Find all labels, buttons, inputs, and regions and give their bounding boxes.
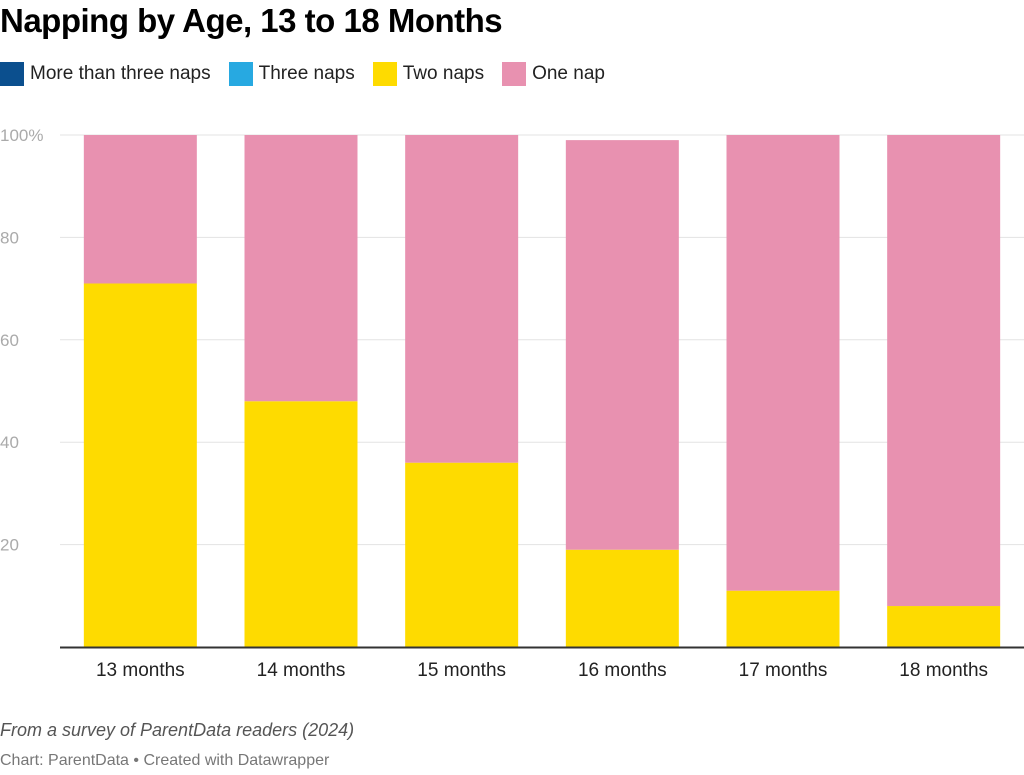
legend-swatch — [372, 62, 397, 86]
y-tick-label: 100% — [0, 126, 43, 145]
y-tick-label: 80 — [0, 228, 19, 247]
legend-label: One nap — [532, 63, 605, 84]
x-tick-label: 16 months — [578, 660, 667, 681]
legend-item: More than three naps — [0, 62, 211, 86]
legend: More than three naps Three naps Two naps On… — [0, 62, 605, 86]
legend-label: Two naps — [402, 63, 485, 84]
y-tick-label: 60 — [0, 331, 19, 350]
chart-title: Napping by Age, 13 to 18 Months — [0, 2, 503, 39]
bar-segment — [565, 140, 679, 550]
bar-segment — [726, 135, 840, 591]
legend-label: More than three naps — [30, 63, 211, 84]
x-tick-label: 13 months — [96, 660, 185, 681]
bar-segment — [244, 401, 358, 647]
chart-credit: Chart: ParentData • Created with Datawra… — [0, 752, 330, 769]
legend-item: One nap — [502, 62, 605, 86]
legend-swatch — [0, 62, 24, 86]
bar-segment — [83, 283, 197, 647]
bar-segment — [405, 135, 519, 463]
bar-segment — [887, 135, 1001, 607]
bar-segment — [565, 549, 679, 647]
x-tick-label: 17 months — [739, 660, 828, 681]
legend-swatch — [502, 62, 527, 86]
legend-item: Two naps — [372, 62, 485, 86]
bar-segment — [405, 462, 519, 647]
bar-segment — [83, 135, 197, 284]
x-tick-label: 15 months — [417, 660, 506, 681]
chart-note: From a survey of ParentData readers (202… — [0, 720, 355, 740]
legend-swatch — [228, 62, 253, 86]
legend-label: Three naps — [258, 63, 355, 84]
y-tick-label: 40 — [0, 433, 19, 452]
x-tick-label: 18 months — [899, 660, 988, 681]
y-tick-label: 20 — [0, 536, 19, 555]
x-tick-label: 14 months — [257, 660, 346, 681]
bar-segment — [244, 135, 358, 402]
bar-segment — [887, 606, 1001, 647]
bar-segment — [726, 590, 840, 647]
legend-item: Three naps — [228, 62, 355, 86]
